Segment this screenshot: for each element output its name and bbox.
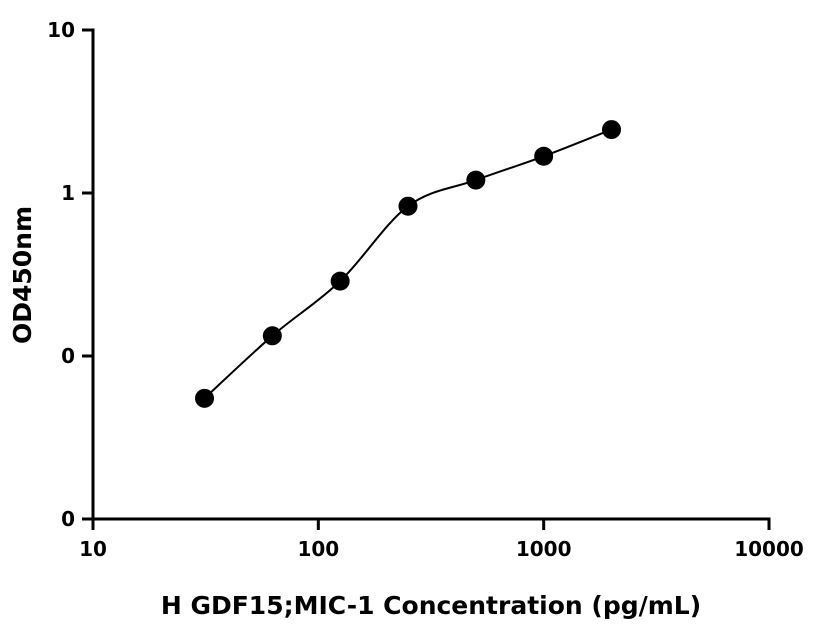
x-tick-label: 100 <box>297 537 339 561</box>
data-points-layer <box>195 120 621 408</box>
fit-curve <box>203 128 612 400</box>
x-tick-label: 10 <box>79 537 107 561</box>
y-tick-label: 1 <box>61 181 75 205</box>
x-axis-title: H GDF15;MIC-1 Concentration (pg/mL) <box>161 591 701 620</box>
y-tick-label: 0 <box>61 344 75 368</box>
data-point <box>262 326 282 346</box>
y-tick-label: 10 <box>47 18 75 42</box>
fit-curve-layer <box>203 128 612 400</box>
x-tick-label: 10000 <box>734 537 804 561</box>
y-axis-title: OD450nm <box>8 206 37 344</box>
y-tick-label: 0 <box>61 507 75 531</box>
data-point <box>330 271 350 291</box>
data-point <box>398 196 418 216</box>
data-point <box>534 146 554 166</box>
data-point <box>195 388 215 408</box>
data-point <box>466 170 486 190</box>
x-tick-label: 1000 <box>516 537 572 561</box>
labels-layer: H GDF15;MIC-1 Concentration (pg/mL) OD45… <box>8 206 701 620</box>
data-point <box>601 120 621 140</box>
axes: 10 100 1000 10000 0 0 1 10 <box>47 18 804 561</box>
